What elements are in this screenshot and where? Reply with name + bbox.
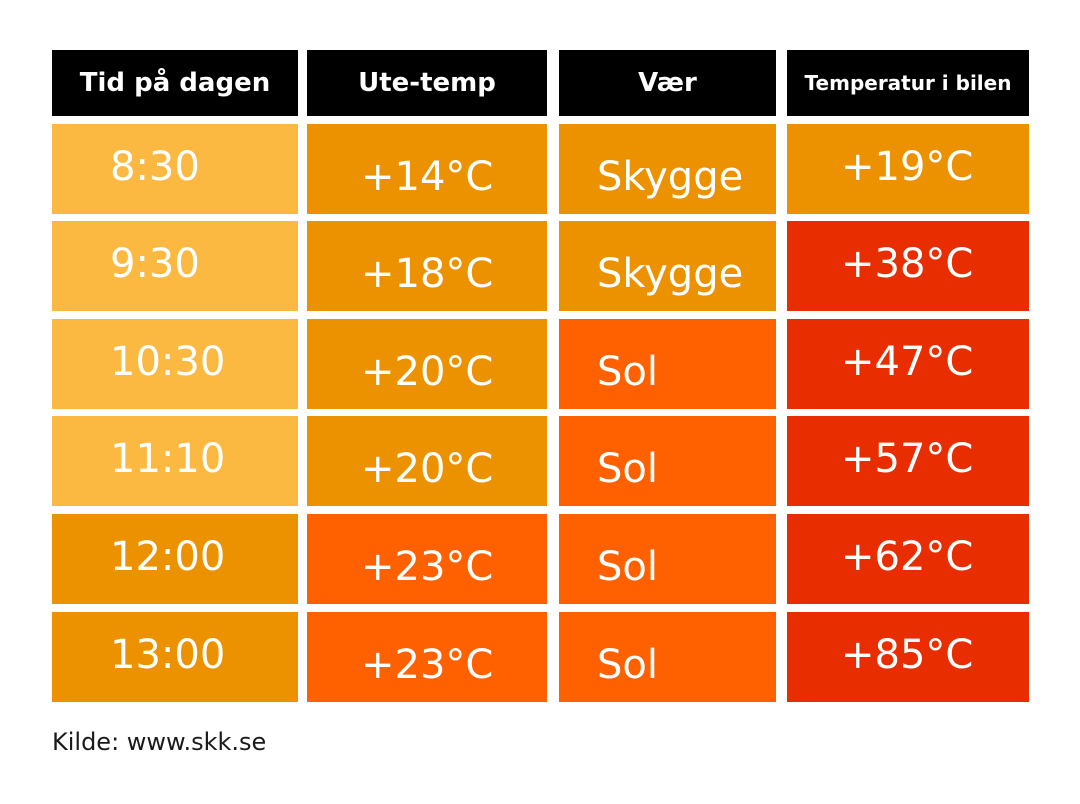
weather-cell: Skygge (559, 221, 776, 311)
outside-temp-cell: +23°C (307, 612, 547, 702)
outside-temp-cell: +23°C (307, 514, 547, 604)
weather-cell: Sol (559, 514, 776, 604)
car-temp-cell: +62°C (787, 514, 1029, 604)
outside-temp-cell: +14°C (307, 124, 547, 214)
car-temp-cell: +19°C (787, 124, 1029, 214)
outside-temp-cell: +18°C (307, 221, 547, 311)
weather-cell: Skygge (559, 124, 776, 214)
time-cell: 13:00 (52, 612, 298, 702)
car-temp-cell: +85°C (787, 612, 1029, 702)
time-cell: 10:30 (52, 319, 298, 409)
time-cell: 11:10 (52, 416, 298, 506)
time-cell: 8:30 (52, 124, 298, 214)
car-temp-cell: +57°C (787, 416, 1029, 506)
source-note: Kilde: www.skk.se (52, 728, 267, 756)
header-weather: Vær (559, 50, 776, 116)
header-outside-temp: Ute-temp (307, 50, 547, 116)
outside-temp-cell: +20°C (307, 319, 547, 409)
weather-cell: Sol (559, 612, 776, 702)
weather-cell: Sol (559, 416, 776, 506)
weather-cell: Sol (559, 319, 776, 409)
car-temp-cell: +47°C (787, 319, 1029, 409)
time-cell: 12:00 (52, 514, 298, 604)
car-temp-cell: +38°C (787, 221, 1029, 311)
header-car-temp: Temperatur i bilen (787, 50, 1029, 116)
header-time: Tid på dagen (52, 50, 298, 116)
time-cell: 9:30 (52, 221, 298, 311)
outside-temp-cell: +20°C (307, 416, 547, 506)
